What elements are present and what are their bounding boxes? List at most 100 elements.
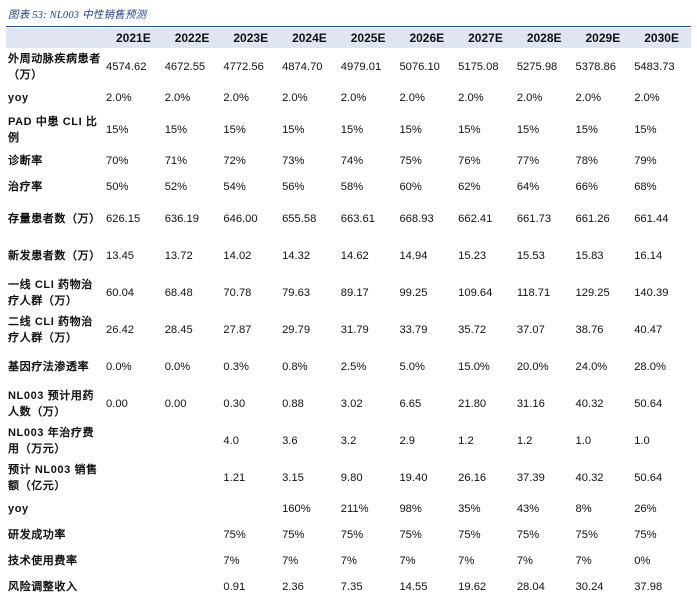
table-cell: [221, 496, 280, 522]
table-cell: 21.80: [458, 397, 487, 410]
table-cell: 1.0: [575, 434, 592, 447]
table-cell: 2.0%: [223, 92, 249, 104]
header-row: 2021E 2022E 2023E 2024E 2025E 2026E 2027E 2028E…: [6, 28, 691, 48]
table-cell: 50.64: [634, 397, 663, 410]
table-cell: 15%: [516, 123, 540, 136]
column-header-2024e: 2024E: [280, 28, 339, 48]
table-cell: 68.48: [164, 286, 193, 299]
row-label: 研发成功率: [8, 529, 66, 541]
row-label: 风险调整收入: [8, 581, 78, 593]
table-cell: 2.0%: [164, 92, 191, 104]
table-cell: 5175.08: [458, 60, 499, 73]
table-cell: 75%: [399, 155, 422, 167]
table-row: 技术使用费率 7% 7% 7% 7% 7% 7% 7% 0%: [6, 548, 691, 574]
table-cell: 14.32: [282, 249, 311, 262]
table-cell: 74%: [340, 155, 364, 167]
table-cell: 7%: [399, 555, 416, 567]
table-cell: 7%: [340, 555, 357, 567]
table-cell: 60%: [399, 181, 422, 193]
table-cell: 71%: [164, 155, 188, 167]
table-cell: 37.98: [634, 581, 663, 593]
row-label: 新发患者数（万）: [8, 249, 101, 262]
table-cell: 118.71: [516, 286, 551, 299]
row-label: 二线 CLI 药物治疗人群（万）: [8, 315, 93, 344]
table-cell: 211%: [340, 503, 369, 515]
table-cell: 0.0%: [106, 360, 132, 373]
table-cell: 31.16: [516, 397, 545, 410]
table-cell: 4.0: [223, 434, 239, 447]
table-cell: [104, 574, 163, 600]
table-cell: 28.45: [164, 323, 193, 336]
table-cell: 70%: [106, 155, 129, 167]
table-cell: [163, 522, 222, 548]
table-cell: 0.30: [223, 397, 246, 410]
table-cell: 655.58: [282, 212, 317, 225]
table-cell: 1.2: [516, 434, 533, 447]
table-row: 预计 NL003 销售额（亿元） 1.21 3.15 9.80 19.40 26.16 37…: [6, 459, 691, 496]
table-cell: 14.94: [399, 249, 428, 262]
table-cell: 5.0%: [399, 360, 425, 373]
table-cell: 15%: [634, 123, 657, 136]
table-cell: 15.83: [575, 249, 604, 262]
table-cell: 15%: [458, 123, 481, 136]
row-label: PAD 中患 CLI 比例: [8, 115, 98, 144]
table-cell: 35%: [458, 503, 481, 515]
table-cell: 56%: [282, 181, 305, 193]
column-header-2025e: 2025E: [338, 28, 398, 48]
table-cell: 62%: [458, 181, 481, 193]
table-cell: [163, 496, 222, 522]
table-cell: 15%: [106, 123, 129, 136]
table-cell: 5275.98: [516, 60, 558, 73]
table-cell: 4979.01: [340, 60, 382, 73]
table-cell: 0.0%: [164, 360, 191, 373]
table-cell: 79.63: [282, 286, 311, 299]
table-cell: 7%: [575, 555, 592, 567]
table-cell: 7%: [458, 555, 475, 567]
table-cell: 14.55: [399, 581, 428, 593]
table-cell: 15%: [164, 123, 188, 136]
table-cell: 76%: [458, 155, 481, 167]
table-cell: 0.8%: [282, 360, 308, 373]
table-cell: 31.79: [340, 323, 369, 336]
table-cell: 54%: [223, 181, 246, 193]
table-cell: 9.80: [340, 471, 363, 484]
header-corner: [6, 28, 105, 48]
table-cell: 663.61: [340, 212, 375, 225]
column-header-2027e: 2027E: [456, 28, 515, 48]
table-cell: 13.45: [106, 249, 135, 262]
row-label: 诊断率: [8, 155, 43, 167]
table-cell: 668.93: [399, 212, 434, 225]
table-row: NL003 年治疗费用（万元） 4.0 3.6 3.2 2.9 1.2 1.2 1.0 1.0: [6, 422, 691, 459]
table-cell: 16.14: [634, 249, 663, 262]
table-cell: 109.64: [458, 286, 493, 299]
row-label: 技术使用费率: [8, 555, 78, 567]
table-cell: 5483.73: [634, 60, 675, 73]
table-cell: 8%: [575, 503, 592, 515]
table-row: yoy 160% 211% 98% 35% 43% 8% 26%: [6, 496, 691, 522]
table-cell: 2.0%: [399, 92, 425, 104]
table-cell: 78%: [575, 155, 598, 167]
table-cell: 2.0%: [340, 92, 367, 104]
table-cell: 0.00: [164, 397, 187, 410]
caption-rule: [6, 26, 691, 27]
table-cell: 19.62: [458, 581, 487, 593]
table-cell: 3.02: [340, 397, 363, 410]
table-cell: 4574.62: [106, 60, 147, 73]
table-cell: 2.5%: [340, 360, 367, 373]
table-cell: 15%: [399, 123, 422, 136]
table-cell: 15%: [223, 123, 246, 136]
table-cell: 15.53: [516, 249, 545, 262]
table-cell: 33.79: [399, 323, 428, 336]
table-cell: 73%: [282, 155, 305, 167]
table-cell: 661.44: [634, 212, 669, 225]
table-cell: 13.72: [164, 249, 193, 262]
row-label: 预计 NL003 销售额（亿元）: [8, 463, 98, 492]
table-cell: [163, 459, 222, 496]
table-cell: 5378.86: [575, 60, 616, 73]
table-cell: 99.25: [399, 286, 428, 299]
table-cell: 140.39: [634, 286, 669, 299]
table-cell: 27.87: [223, 323, 252, 336]
table-row: 治疗率 50% 52% 54% 56% 58% 60% 62% 64% 66% 68%: [6, 174, 691, 200]
table-cell: 7%: [282, 555, 299, 567]
table-cell: 50%: [106, 181, 129, 193]
